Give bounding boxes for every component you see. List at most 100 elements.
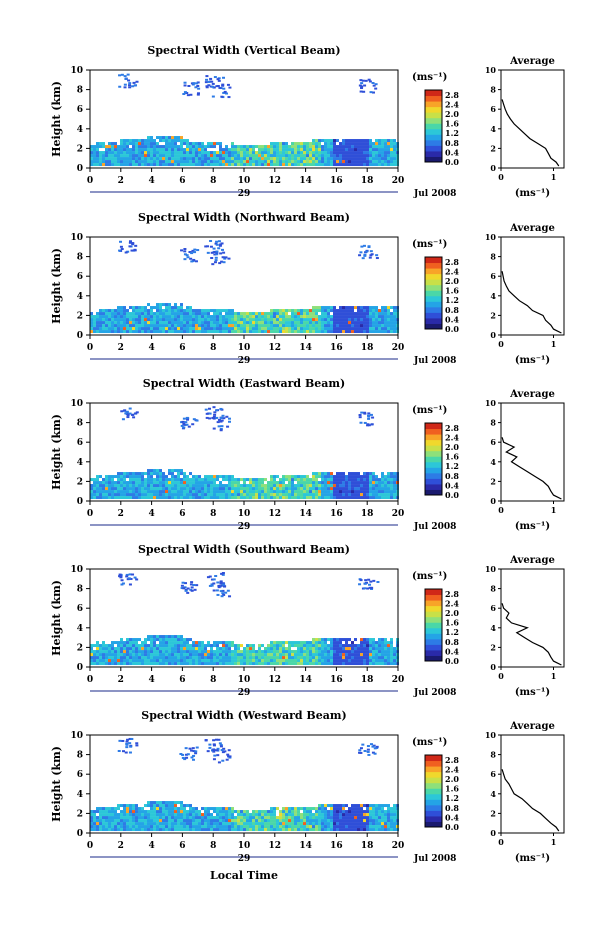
colorbar-tick-label: 2.0 — [445, 774, 459, 784]
colorbar-segment — [425, 777, 442, 784]
colorbar-segment — [425, 766, 442, 773]
y-tick-label: 10 — [70, 66, 83, 76]
colorbar-segment — [425, 445, 442, 452]
average-profile: Average 0 2 4 6 8 10 0 1(ms⁻¹) — [485, 555, 565, 698]
y-tick-label: 0 — [77, 663, 83, 673]
avg-y-tick-label: 10 — [485, 65, 497, 75]
y-tick-label: 4 — [77, 292, 83, 302]
x-tick-label: 20 — [392, 675, 405, 685]
x-tick-label: 0 — [87, 176, 93, 186]
colorbar-segment — [425, 594, 442, 601]
avg-x-tick-label: 1 — [551, 505, 557, 515]
colorbar-segment — [425, 284, 442, 291]
colorbar-tick-label: 2.4 — [445, 432, 459, 442]
x-tick-label: 18 — [361, 675, 374, 685]
day-label: 29 — [238, 688, 251, 698]
x-tick-label: 0 — [87, 343, 93, 353]
y-axis-label: Height (km) — [50, 580, 63, 656]
colorbar-tick-label: 0.0 — [445, 324, 459, 334]
x-tick-label: 10 — [238, 509, 251, 519]
avg-y-tick-label: 0 — [490, 496, 496, 506]
x-tick-label: 14 — [299, 176, 312, 186]
colorbar-segment — [425, 655, 442, 662]
average-profile: Average 0 2 4 6 8 10 0 1(ms⁻¹) — [485, 56, 565, 199]
x-tick-label: 20 — [392, 343, 405, 353]
average-x-label: (ms⁻¹) — [515, 188, 550, 199]
x-tick-label: 10 — [238, 841, 251, 851]
average-profile-line — [501, 271, 562, 334]
y-axis-label: Height (km) — [50, 248, 63, 324]
colorbar-tick-label: 2.4 — [445, 99, 459, 109]
x-tick-label: 18 — [361, 509, 374, 519]
avg-x-tick-label: 0 — [498, 339, 504, 349]
x-tick-label: 2 — [118, 343, 124, 353]
avg-y-tick-label: 2 — [490, 310, 496, 320]
colorbar-tick-label: 0.4 — [445, 646, 459, 656]
panel-1: Spectral Width (Northward Beam) Height (k… — [50, 211, 565, 366]
colorbar-unit: (ms⁻¹) — [412, 571, 447, 582]
date-label: Jul 2008 — [413, 688, 456, 698]
colorbar-tick-label: 2.4 — [445, 764, 459, 774]
avg-y-tick-label: 8 — [490, 85, 496, 95]
y-tick-label: 2 — [77, 311, 83, 321]
colorbar-segment — [425, 301, 442, 308]
colorbar-segment — [425, 821, 442, 828]
colorbar-segment — [425, 627, 442, 634]
colorbar: (ms⁻¹) 0.00.40.81.21.62.02.42.8 — [412, 72, 459, 167]
avg-y-tick-label: 10 — [485, 398, 497, 408]
x-axis-label-local-time: Local Time — [210, 869, 278, 882]
x-tick-label: 14 — [299, 343, 312, 353]
colorbar-tick-label: 1.2 — [445, 461, 459, 471]
y-tick-label: 10 — [70, 233, 83, 243]
avg-x-tick-label: 0 — [498, 505, 504, 515]
x-tick-label: 14 — [299, 841, 312, 851]
average-title: Average — [509, 56, 555, 67]
panel-title: Spectral Width (Eastward Beam) — [143, 377, 345, 390]
colorbar-segment — [425, 644, 442, 651]
panel-title: Spectral Width (Vertical Beam) — [147, 44, 340, 57]
colorbar-segment — [425, 128, 442, 135]
colorbar-segment — [425, 295, 442, 302]
colorbar-segment — [425, 156, 442, 163]
colorbar-tick-label: 2.8 — [445, 90, 459, 100]
colorbar-segment — [425, 456, 442, 463]
x-tick-label: 16 — [330, 841, 343, 851]
colorbar-tick-label: 2.8 — [445, 755, 459, 765]
avg-y-tick-label: 6 — [490, 271, 496, 281]
average-title: Average — [509, 721, 555, 732]
y-tick-label: 6 — [77, 770, 83, 780]
x-tick-label: 12 — [269, 343, 282, 353]
x-tick-label: 0 — [87, 675, 93, 685]
x-tick-label: 6 — [179, 343, 185, 353]
date-label: Jul 2008 — [413, 356, 456, 366]
x-tick-label: 4 — [148, 675, 154, 685]
x-tick-label: 20 — [392, 509, 405, 519]
x-tick-label: 12 — [269, 176, 282, 186]
colorbar-frame — [424, 256, 443, 330]
y-tick-label: 10 — [70, 399, 83, 409]
colorbar-tick-label: 1.6 — [445, 618, 459, 628]
avg-y-tick-label: 2 — [490, 143, 496, 153]
colorbar-tick-label: 0.8 — [445, 803, 459, 813]
heatmap-field — [90, 239, 399, 334]
colorbar-segment — [425, 461, 442, 468]
panel-0: Spectral Width (Vertical Beam) Height (km… — [50, 44, 565, 199]
avg-y-tick-label: 10 — [485, 232, 497, 242]
colorbar-tick-label: 0.0 — [445, 656, 459, 666]
colorbar-segment — [425, 312, 442, 319]
day-label: 29 — [238, 522, 251, 532]
colorbar-segment — [425, 123, 442, 130]
avg-x-tick-label: 1 — [551, 339, 557, 349]
average-x-label: (ms⁻¹) — [515, 355, 550, 366]
colorbar-segment — [425, 139, 442, 146]
avg-y-tick-label: 10 — [485, 730, 497, 740]
colorbar-tick-label: 0.4 — [445, 812, 459, 822]
colorbar-segment — [425, 804, 442, 811]
x-tick-label: 10 — [238, 675, 251, 685]
y-axis-label: Height (km) — [50, 414, 63, 490]
y-tick-label: 4 — [77, 790, 83, 800]
colorbar-tick-label: 0.8 — [445, 138, 459, 148]
heatmap-field — [90, 737, 399, 832]
avg-y-tick-label: 4 — [490, 623, 496, 633]
y-tick-label: 4 — [77, 458, 83, 468]
